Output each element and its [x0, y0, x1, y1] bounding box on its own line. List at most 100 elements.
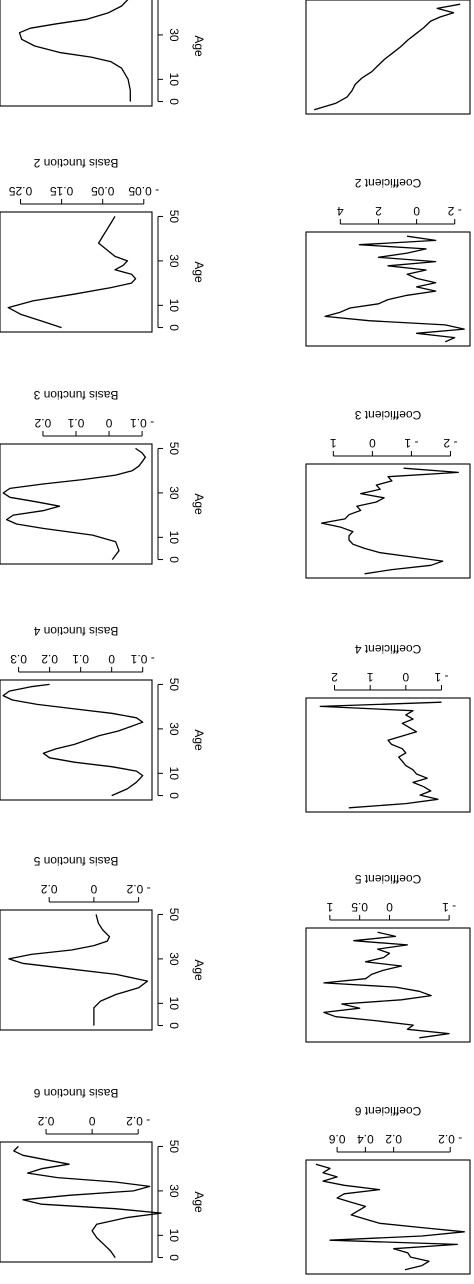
panel-b6: 0 10 30 50 Age - 0.2 0 0.2 Basis function 6 — [0, 1086, 206, 1263]
age-tick-label: 30 — [167, 486, 181, 500]
value-tick-label: - 2 — [447, 204, 461, 218]
plot-frame — [0, 211, 153, 333]
age-tick-label: 30 — [167, 28, 181, 42]
y-axis-label: Coefficient 5 — [354, 872, 421, 886]
panel-c6: - 0.2 0.2 0.4 0.6 Coefficient 6 — [305, 1104, 471, 1275]
value-tick-label: 0.2 — [34, 416, 51, 430]
value-tick-label: - 0.2 — [126, 1114, 150, 1128]
panel-b4: 0 10 30 50 Age - 0.1 0 0.1 0.2 0.3 Basis function … — [0, 624, 206, 801]
panel-c1 — [305, 0, 471, 115]
age-tick-label: 10 — [167, 299, 181, 313]
plot-frame — [305, 0, 471, 115]
value-tick-label: 0.2 — [37, 1114, 54, 1128]
plot-frame — [0, 0, 153, 107]
age-tick-label: 30 — [167, 254, 181, 268]
plot-frame — [0, 1141, 153, 1263]
plot-frame — [305, 463, 471, 579]
y-axis-label: Basis function 5 — [33, 854, 118, 868]
value-tick-label: 0 — [369, 436, 376, 450]
value-tick-label: 0 — [88, 1114, 95, 1128]
series-line — [13, 1145, 162, 1258]
panel-c4: - 1 0 1 2 Coefficient 4 — [305, 642, 471, 813]
value-tick-label: 1 — [367, 670, 374, 684]
value-tick-label: 0 — [90, 882, 97, 896]
value-tick-label: 0.2 — [41, 882, 58, 896]
age-tick-label: 50 — [167, 1140, 181, 1154]
y-axis-label: Coefficient 2 — [354, 176, 421, 190]
series-line — [2, 447, 147, 560]
age-tick-label: 50 — [167, 442, 181, 456]
x-axis-label: Age — [192, 1191, 206, 1213]
panel-c2: - 2 0 2 4 Coefficient 2 — [305, 176, 471, 347]
value-tick-label: 0.3 — [10, 652, 27, 666]
age-tick-label: 10 — [167, 1229, 181, 1243]
value-tick-label: 0.15 — [50, 184, 74, 198]
age-tick-label: 0 — [167, 1022, 181, 1029]
value-tick-label: - 0.05 — [128, 184, 159, 198]
panel-c5: - 1 0 0.5 1 Coefficient 5 — [305, 872, 471, 1043]
age-tick-label: 50 — [167, 210, 181, 224]
y-axis-label: Basis function 6 — [33, 1086, 118, 1100]
panel-b5: 0 10 30 50 Age - 0.2 0 0.2 Basis function 5 — [0, 854, 206, 1031]
series-line — [319, 701, 442, 809]
value-tick-label: 0.4 — [357, 1132, 374, 1146]
panel-b3: 0 10 30 50 Age - 0.1 0 0.1 0.2 Basis function 3 — [0, 388, 206, 565]
plot-frame — [305, 231, 471, 347]
series-line — [314, 3, 461, 111]
x-axis-label: Age — [192, 493, 206, 515]
series-line — [18, 0, 131, 102]
value-tick-label: 2 — [375, 204, 382, 218]
age-tick-label: 30 — [167, 1184, 181, 1198]
value-tick-label: 0.2 — [41, 652, 58, 666]
y-axis-label: Basis function 2 — [33, 156, 118, 170]
value-tick-label: 0 — [402, 670, 409, 684]
value-tick-label: 0 — [413, 204, 420, 218]
y-axis-label: Coefficient 3 — [354, 408, 421, 422]
value-tick-label: 0 — [105, 416, 112, 430]
plot-frame — [0, 909, 153, 1031]
y-axis-label: Coefficient 4 — [354, 642, 421, 656]
age-tick-label: 0 — [167, 792, 181, 799]
value-tick-label: 1 — [330, 436, 337, 450]
value-tick-label: - 2 — [443, 436, 457, 450]
series-line — [8, 914, 149, 1026]
x-axis-label: Age — [192, 959, 206, 981]
value-tick-label: 0.2 — [385, 1132, 402, 1146]
series-line — [7, 216, 137, 329]
age-tick-label: 30 — [167, 952, 181, 966]
age-tick-label: 30 — [167, 722, 181, 736]
value-tick-label: - 0.1 — [130, 652, 154, 666]
age-tick-label: 10 — [167, 531, 181, 545]
value-tick-label: - 1 — [404, 436, 418, 450]
age-tick-label: 10 — [167, 767, 181, 781]
age-tick-label: 0 — [167, 1254, 181, 1261]
x-axis-label: Age — [192, 35, 206, 57]
plot-frame — [305, 697, 471, 813]
series-line — [324, 235, 465, 343]
series-line — [2, 683, 144, 797]
x-axis-label: Age — [192, 729, 206, 751]
plot-frame — [0, 679, 153, 801]
age-tick-label: 0 — [167, 98, 181, 105]
value-tick-label: 0.05 — [91, 184, 115, 198]
value-tick-label: 0.6 — [328, 1132, 345, 1146]
age-tick-label: 10 — [167, 997, 181, 1011]
value-tick-label: 0 — [386, 900, 393, 914]
age-tick-label: 50 — [167, 908, 181, 922]
value-tick-label: - 0.2 — [438, 1132, 462, 1146]
series-line — [323, 931, 450, 1039]
value-tick-label: - 1 — [434, 670, 448, 684]
value-tick-label: 1 — [326, 900, 333, 914]
series-line — [315, 1163, 465, 1271]
y-axis-label: Basis function 3 — [33, 388, 118, 402]
value-tick-label: 2 — [331, 670, 338, 684]
value-tick-label: 0.1 — [67, 416, 84, 430]
value-tick-label: - 0.2 — [126, 882, 150, 896]
plot-frame — [305, 927, 471, 1043]
age-tick-label: 50 — [167, 678, 181, 692]
plot-frame — [305, 1159, 471, 1275]
value-tick-label: - 1 — [442, 900, 456, 914]
